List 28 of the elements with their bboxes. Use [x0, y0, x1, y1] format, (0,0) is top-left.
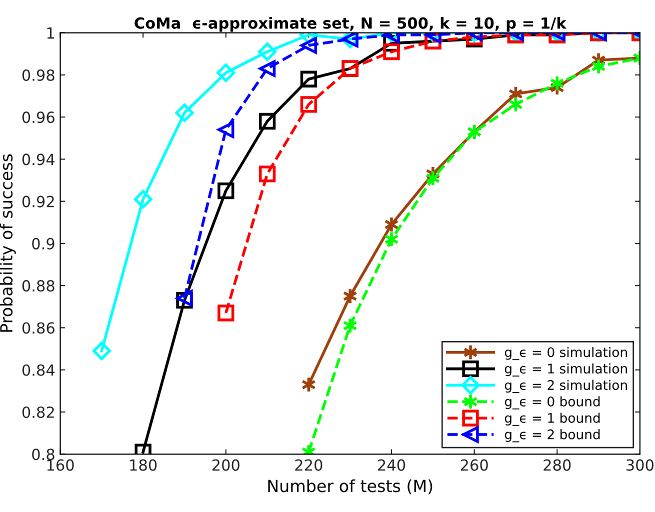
- y-tick-label: 0.9: [32, 238, 54, 250]
- x-tick-label: 280: [544, 459, 571, 471]
- x-tick-label: 260: [460, 459, 488, 471]
- y-tick-label: 0.82: [22, 406, 54, 418]
- legend-label: g_ϵ = 1 bound: [504, 412, 600, 426]
- x-tick-label: 200: [212, 459, 240, 471]
- x-tick-label: 220: [295, 459, 322, 471]
- legend-label: g_ϵ = 0 simulation: [504, 346, 627, 360]
- y-tick-label: 0.84: [22, 364, 55, 376]
- x-tick-label: 240: [378, 459, 406, 471]
- x-tick-label: 180: [130, 459, 157, 471]
- x-axis-title: Number of tests (M): [268, 479, 432, 494]
- y-tick-label: 0.88: [22, 280, 54, 292]
- chart-title: CoMa ϵ-approximate set, N = 500, k = 10, p = 1/k: [134, 16, 567, 32]
- legend-label: g_ϵ = 1 simulation: [504, 363, 627, 377]
- y-tick-label: 0.8: [32, 448, 54, 460]
- y-tick-label: 0.96: [22, 112, 54, 124]
- y-tick-label: 0.98: [22, 69, 54, 81]
- legend-label: g_ϵ = 2 bound: [504, 429, 600, 442]
- legend-label: g_ϵ = 2 simulation: [504, 380, 627, 393]
- y-tick-label: 0.94: [22, 154, 55, 166]
- y-tick-label: 0.86: [22, 322, 54, 334]
- legend-label: g_ϵ = 0 bound: [504, 396, 600, 410]
- y-tick-label: 0.92: [22, 196, 54, 208]
- x-tick-label: 160: [47, 459, 74, 471]
- y-axis-title: Probability of success: [0, 154, 16, 332]
- y-tick-label: 1: [47, 27, 54, 39]
- x-tick-label: 300: [626, 459, 654, 471]
